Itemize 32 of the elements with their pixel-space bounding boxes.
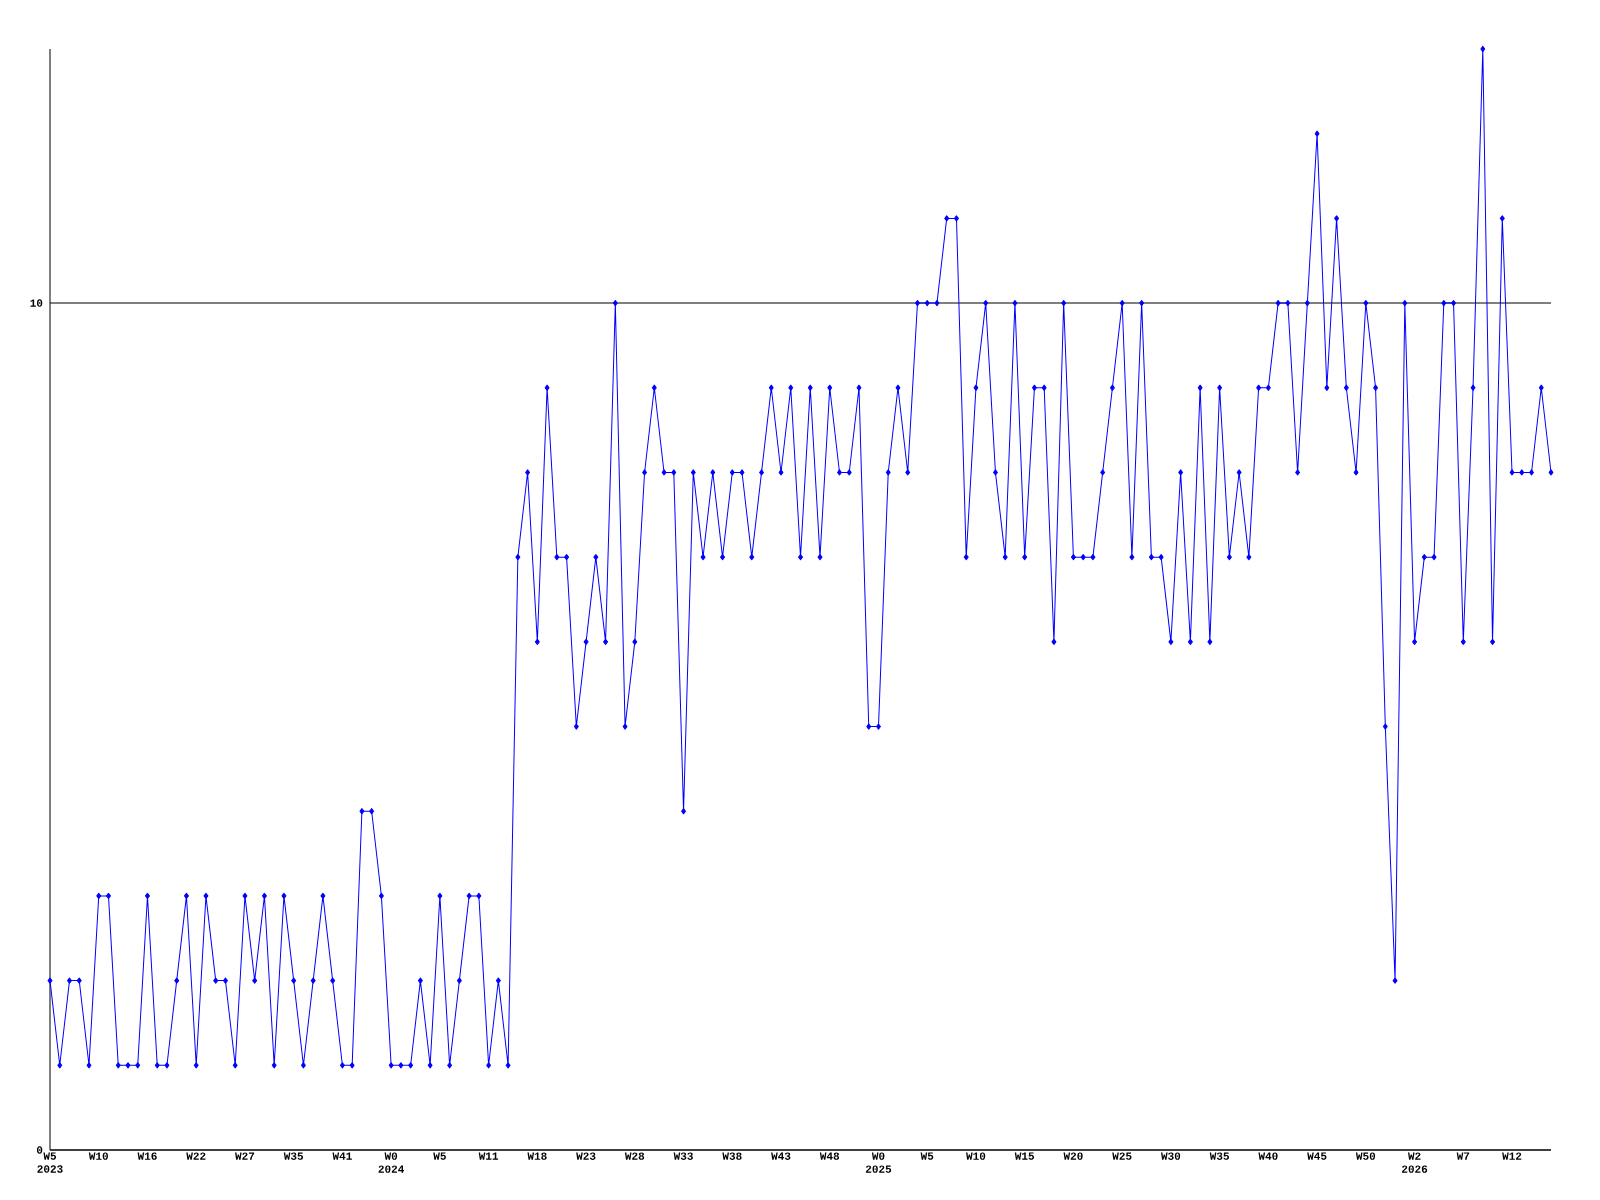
x-tick-label: W35 [283,1152,303,1160]
x-tick-label: W5 [433,1152,446,1160]
x-tick-label: W30 [1160,1152,1181,1160]
x-tick-label: W20 [1063,1152,1083,1160]
x-tick-label: W0 2024 [378,1152,405,1173]
x-tick-label: W11 [478,1152,499,1160]
x-tick-label: W12 [1502,1152,1522,1160]
x-tick-label: W18 [527,1152,547,1160]
x-tick-label: W7 [1456,1152,1470,1160]
x-tick-label: W15 [1014,1152,1035,1160]
x-tick-label: W38 [722,1152,742,1160]
x-tick-label: W10 [966,1152,986,1160]
x-tick-label: W48 [819,1152,840,1160]
x-tick-label: W2 2026 [1402,1152,1428,1173]
x-tick-label: W27 [235,1152,255,1160]
x-tick-label: W33 [673,1152,693,1160]
x-tick-label: W0 2025 [865,1152,892,1173]
y-tick-label: 0 [36,1146,43,1154]
x-tick-label: W41 [332,1152,352,1160]
x-tick-label: W25 [1112,1152,1132,1160]
x-tick-label: W22 [186,1152,206,1160]
y-tick-label: 10 [30,299,43,307]
x-tick-label: W23 [576,1152,596,1160]
x-tick-label: W45 [1307,1152,1327,1160]
x-tick-label: W50 [1355,1152,1376,1160]
x-tick-label: W10 [88,1152,108,1160]
x-tick-label: W5 [920,1152,934,1160]
x-tick-label: W16 [137,1152,157,1160]
x-tick-label: W28 [624,1152,645,1160]
x-tick-label: W35 [1209,1152,1229,1160]
x-tick-label: W40 [1258,1152,1278,1160]
x-tick-label: W43 [771,1152,791,1160]
